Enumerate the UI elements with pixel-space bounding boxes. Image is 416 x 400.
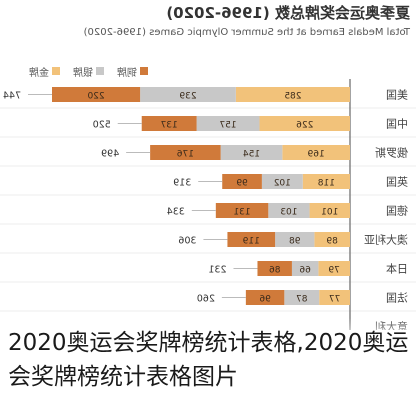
data-label-gold-usa: 285 [284,92,301,102]
bar-silver-france [284,290,320,305]
category-label-japan: 日本 [386,262,408,276]
total-label-japan: 231 [208,265,226,276]
bar-bronze-australia [227,232,276,247]
bar-silver-usa [140,87,236,102]
data-label-gold-australia: 89 [326,237,338,247]
bar-gold-china [259,116,350,131]
data-label-gold-china: 226 [296,121,313,131]
caption-fade [0,318,416,400]
data-label-bronze-usa: 220 [87,92,104,102]
data-label-bronze-france: 96 [259,295,271,305]
bar-gold-japan [318,261,350,276]
category-label-usa: 美国 [386,89,408,102]
mirrored-chart-area: 夏季奥运会奖牌总数 (1996-2020) Total Medals Earne… [0,4,416,330]
total-label-uk: 319 [173,178,191,189]
data-label-silver-uk: 102 [274,179,291,189]
bar-gold-france [319,290,350,305]
total-label-usa: 744 [3,91,21,102]
bar-silver-germany [268,203,310,218]
data-label-silver-germany: 103 [280,208,297,218]
bar-gold-russia [282,145,350,160]
bar-bronze-france [245,290,285,305]
bar-gold-germany [309,203,350,218]
category-label-russia: 俄罗斯 [375,147,408,160]
bar-bronze-china [141,116,197,131]
data-label-silver-china: 157 [219,121,236,131]
total-label-australia: 306 [178,236,196,247]
data-label-silver-australia: 98 [289,237,301,247]
bar-silver-australia [275,232,315,247]
total-label-germany: 334 [167,207,185,218]
stacked-bar-chart: 美国 285 239 220 744 中国 226 157 137 520 俄罗斯 169 154 176… [0,79,416,330]
category-label-australia: 澳大利亚 [364,233,408,247]
bar-bronze-uk [222,174,262,189]
data-label-bronze-russia: 176 [177,150,194,160]
total-label-russia: 499 [101,149,119,160]
data-label-bronze-uk: 99 [236,179,248,189]
data-label-bronze-china: 137 [161,121,178,131]
bar-silver-russia [220,145,283,160]
data-label-silver-france: 87 [296,295,307,305]
data-label-silver-japan: 66 [299,266,311,276]
data-label-bronze-australia: 119 [242,237,259,247]
total-label-france: 260 [197,294,215,305]
category-label-france: 法国 [386,291,408,305]
data-label-gold-japan: 79 [328,266,340,276]
data-label-gold-russia: 169 [307,150,324,160]
data-label-gold-germany: 101 [321,208,338,218]
bar-bronze-japan [257,261,292,276]
data-label-gold-france: 77 [329,295,340,305]
data-label-silver-usa: 239 [179,92,196,102]
bar-gold-australia [314,232,350,247]
data-label-silver-russia: 154 [243,150,260,160]
data-label-bronze-japan: 86 [269,266,281,276]
category-label-germany: 德国 [386,204,408,218]
data-label-bronze-germany: 131 [233,208,250,218]
total-label-china: 520 [93,120,111,131]
category-label-uk: 英国 [386,175,408,189]
data-label-gold-uk: 118 [318,179,335,189]
category-label-china: 中国 [386,118,408,131]
bar-silver-china [196,116,260,131]
bar-bronze-usa [52,87,141,102]
bar-bronze-germany [215,203,269,218]
bar-gold-uk [302,174,350,189]
bar-bronze-russia [150,145,221,160]
bar-silver-japan [291,261,319,276]
bar-gold-usa [235,87,350,102]
image-caption: 2020奥运会奖牌榜统计表格,2020奥运会奖牌榜统计表格图片 [8,330,409,390]
bar-silver-uk [261,174,303,189]
